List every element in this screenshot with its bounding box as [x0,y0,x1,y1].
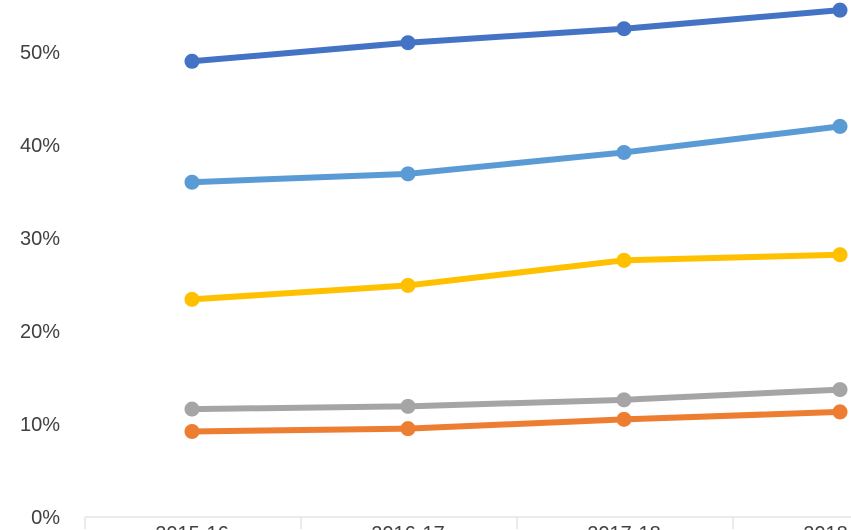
y-axis: 0% 10% 20% 30% 40% 50% [20,42,60,529]
data-point [832,2,848,18]
data-point [184,53,200,69]
data-point [616,392,632,408]
x-axis: 2015-16 2016-17 2017-18 2018-19 [84,516,851,530]
y-tick-label: 10% [20,414,60,436]
data-point [184,401,200,417]
data-point [400,277,416,293]
data-point [400,166,416,182]
data-point [184,291,200,307]
series-line [189,408,843,435]
data-point [616,411,632,427]
series-3 [184,247,848,307]
y-tick-label: 30% [20,228,60,250]
data-point [400,398,416,414]
data-point [832,118,848,134]
series-2 [184,118,848,190]
series-4 [184,382,848,417]
series-layer [184,2,848,439]
data-point [616,252,632,268]
x-tick-label: 2015-16 [155,523,228,530]
x-tick-label: 2017-18 [587,523,660,530]
y-tick-label: 0% [31,507,60,529]
y-tick-label: 50% [20,42,60,64]
x-tick-label: 2016-17 [371,523,444,530]
data-point [184,423,200,439]
series-5 [184,404,848,439]
data-point [832,382,848,398]
y-tick-label: 40% [20,135,60,157]
y-tick-label: 20% [20,321,60,343]
series-line [189,386,843,413]
data-point [400,421,416,437]
data-point [616,144,632,160]
data-point [616,21,632,37]
series-1 [184,2,848,69]
data-point [832,404,848,420]
series-line [189,7,843,65]
data-point [400,35,416,51]
series-line [189,123,843,186]
series-line [189,251,843,303]
x-tick-label: 2018-19 [803,523,851,530]
data-point [832,247,848,263]
data-point [184,174,200,190]
